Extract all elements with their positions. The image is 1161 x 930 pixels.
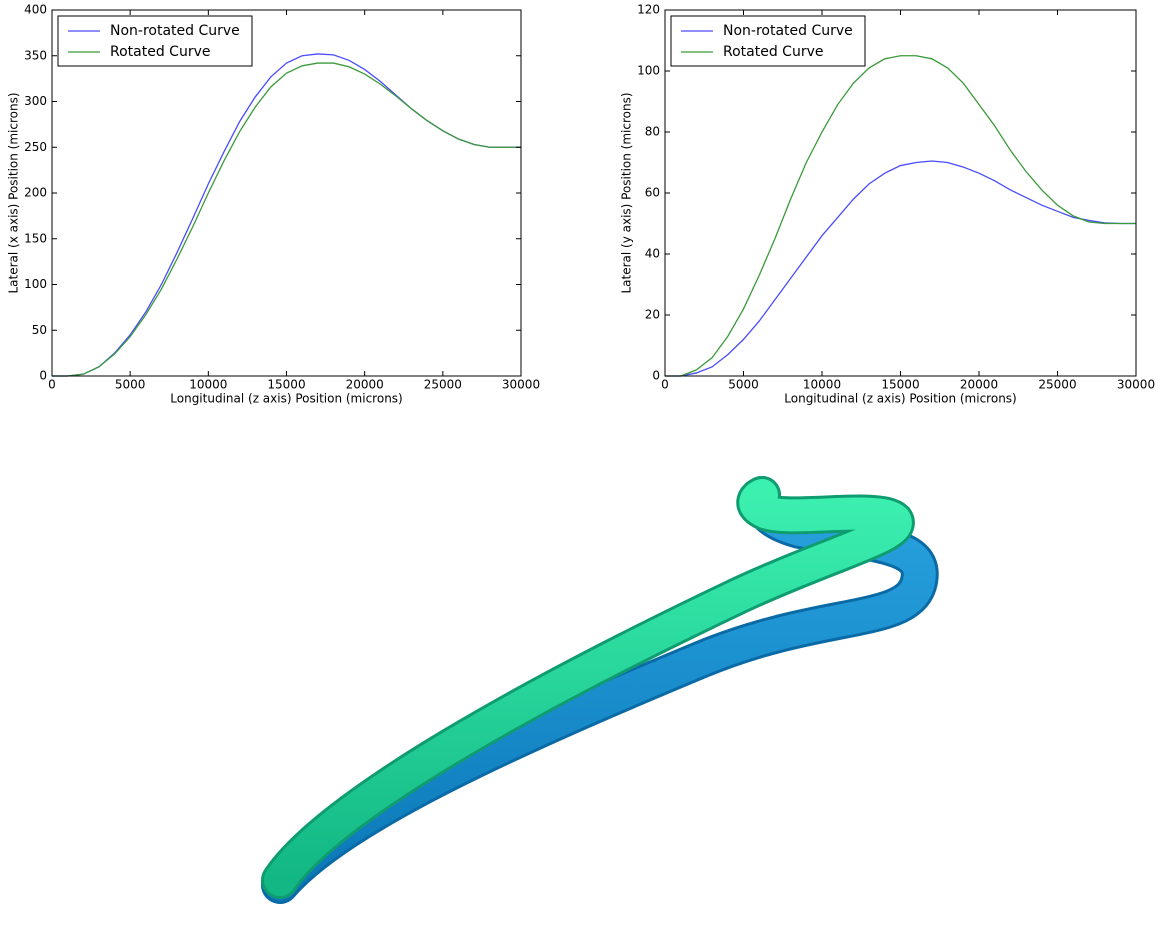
tube-render: [261, 476, 939, 904]
y-tick-label: 40: [645, 247, 660, 261]
line-series: [52, 62, 521, 377]
x-tick-label: 20000: [346, 378, 384, 392]
y-tick-label: 200: [24, 186, 47, 200]
chart: 0 5000 10000 15000 20000 25000 30000 0 50 100 150 2…: [7, 3, 541, 406]
y-tick-label: 60: [645, 186, 660, 200]
x-tick-label: 5000: [728, 378, 759, 392]
chart: 0 5000 10000 15000 20000 25000 30000 0 20 40 60 80 1…: [620, 3, 1156, 406]
y-tick-label: 100: [637, 64, 660, 78]
y-tick-label: 350: [24, 48, 47, 62]
legend-label: Non-rotated Curve: [110, 23, 240, 39]
x-axis-label: Longitudinal (z axis) Position (microns): [784, 392, 1016, 406]
y-tick-label: 20: [645, 308, 660, 322]
legend-label: Non-rotated Curve: [723, 23, 853, 39]
line-series: [665, 160, 1136, 377]
legend-label: Rotated Curve: [723, 44, 823, 60]
y-tick-label: 250: [24, 140, 47, 154]
y-tick-label: 0: [39, 369, 47, 383]
y-tick-label: 50: [32, 323, 47, 337]
legend: Non-rotated Curve Rotated Curve: [670, 15, 866, 67]
x-tick-label: 30000: [502, 378, 540, 392]
legend: Non-rotated Curve Rotated Curve: [57, 15, 253, 67]
x-tick-label: 25000: [424, 378, 462, 392]
tube-green: [264, 479, 912, 896]
x-tick-label: 10000: [189, 378, 227, 392]
y-tick-label: 400: [24, 3, 47, 17]
line-series: [665, 55, 1136, 377]
y-tick-label: 120: [637, 3, 660, 17]
y-tick-label: 300: [24, 94, 47, 108]
x-tick-label: 0: [661, 378, 669, 392]
y-axis-label: Lateral (x axis) Position (microns): [7, 92, 21, 293]
x-tick-label: 25000: [1038, 378, 1076, 392]
x-axis-label: Longitudinal (z axis) Position (microns): [170, 392, 402, 406]
legend-box: [670, 15, 866, 67]
x-tick-label: 30000: [1117, 378, 1155, 392]
y-tick-label: 0: [652, 369, 660, 383]
y-tick-label: 150: [24, 231, 47, 245]
x-tick-label: 15000: [267, 378, 305, 392]
y-tick-label: 80: [645, 125, 660, 139]
x-tick-label: 0: [48, 378, 56, 392]
line-series: [52, 53, 521, 377]
x-tick-label: 5000: [115, 378, 146, 392]
y-axis-label: Lateral (y axis) Position (microns): [620, 92, 634, 293]
x-tick-label: 10000: [803, 378, 841, 392]
legend-box: [57, 15, 253, 67]
y-tick-label: 100: [24, 277, 47, 291]
x-tick-label: 20000: [960, 378, 998, 392]
legend-label: Rotated Curve: [110, 44, 210, 60]
x-tick-label: 15000: [881, 378, 919, 392]
